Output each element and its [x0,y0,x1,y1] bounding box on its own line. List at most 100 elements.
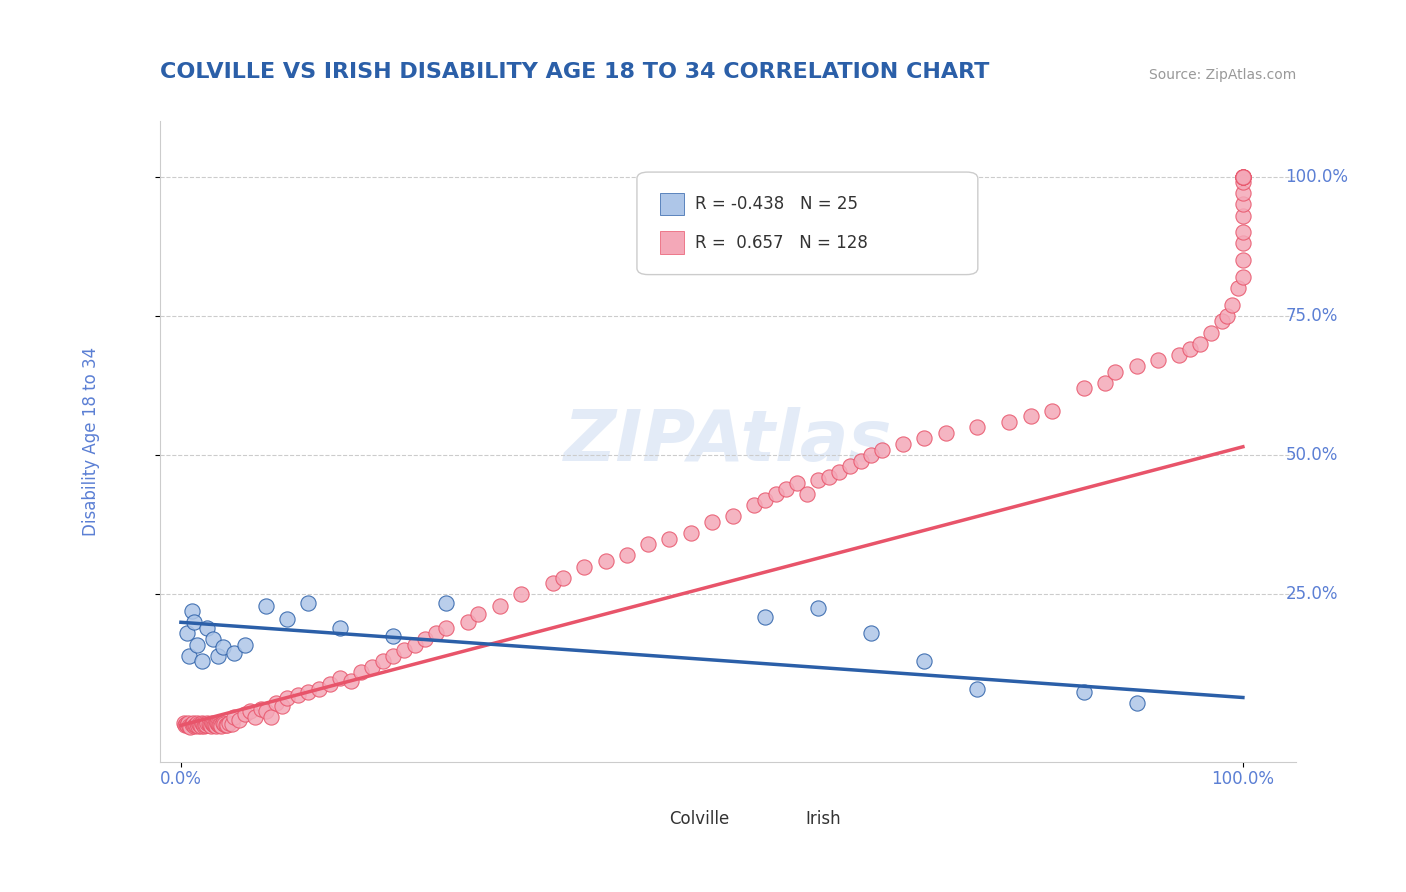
Point [214,718,236,732]
Point [195,718,218,732]
Point [180,604,202,618]
Point [796,487,818,501]
Point [839,459,862,474]
Text: 0.0%: 0.0% [160,770,202,788]
Point [754,609,776,624]
Point [260,710,283,724]
Point [828,465,851,479]
Point [1147,353,1170,368]
Text: ZIPAtlas: ZIPAtlas [564,407,891,475]
Point [297,685,319,699]
Point [754,492,776,507]
Text: 50.0%: 50.0% [1285,446,1337,464]
Point [194,718,217,732]
Point [318,676,340,690]
Point [541,576,564,591]
Point [1104,365,1126,379]
Point [276,690,298,705]
Point [202,718,225,732]
Point [183,718,205,732]
Point [807,601,830,615]
Point [1232,169,1254,184]
Point [239,705,262,719]
Point [817,470,839,484]
Point [616,549,638,563]
Point [188,718,211,732]
Point [1232,225,1254,239]
Point [1216,309,1239,323]
Text: 25.0%: 25.0% [1285,585,1339,603]
Point [179,719,201,733]
Text: Source: ZipAtlas.com: Source: ZipAtlas.com [1149,69,1296,82]
Point [382,648,405,663]
Point [1073,381,1095,395]
Point [595,554,617,568]
Text: R = -0.438   N = 25: R = -0.438 N = 25 [695,195,858,213]
Point [744,498,766,512]
Point [700,515,723,529]
Point [209,719,232,733]
Point [228,713,250,727]
Point [212,715,235,730]
Point [176,718,198,732]
Point [1232,269,1254,284]
Point [207,716,229,731]
Point [266,696,288,710]
Point [201,632,224,646]
Point [679,526,702,541]
Point [1019,409,1042,424]
Point [186,715,208,730]
FancyBboxPatch shape [637,172,977,275]
Point [775,482,797,496]
Point [177,715,200,730]
Point [329,621,352,635]
Point [193,719,215,733]
FancyBboxPatch shape [637,810,662,829]
Point [254,599,277,613]
Text: COLVILLE VS IRISH DISABILITY AGE 18 TO 34 CORRELATION CHART: COLVILLE VS IRISH DISABILITY AGE 18 TO 3… [160,62,988,82]
Point [1232,236,1254,251]
Text: Disability Age 18 to 34: Disability Age 18 to 34 [83,347,100,536]
Point [436,596,458,610]
Point [1232,169,1254,184]
Point [245,710,267,724]
Text: R =  0.657   N = 128: R = 0.657 N = 128 [695,234,868,252]
Point [509,587,531,601]
Point [183,719,205,733]
Point [221,716,243,731]
Point [270,698,292,713]
Point [1094,376,1116,390]
Point [181,715,204,730]
Point [553,571,575,585]
Point [233,638,256,652]
Point [208,718,231,732]
Point [191,654,214,668]
Point [207,648,229,663]
Point [637,537,659,551]
Point [404,638,426,652]
Point [1125,359,1147,373]
FancyBboxPatch shape [659,193,683,215]
Point [1199,326,1222,340]
Text: Colville: Colville [669,810,728,829]
Point [179,720,201,734]
Point [1232,169,1254,184]
Point [860,626,883,640]
Point [425,626,447,640]
Point [382,629,405,643]
Point [413,632,436,646]
Point [912,431,935,445]
Point [361,660,384,674]
Point [849,453,872,467]
Point [249,701,271,715]
Point [935,425,957,440]
Point [912,654,935,668]
Point [212,640,235,655]
Point [176,626,198,640]
Point [180,716,202,731]
Point [222,646,245,660]
Point [233,707,256,722]
Point [966,682,988,697]
FancyBboxPatch shape [773,810,799,829]
Point [1232,253,1254,268]
